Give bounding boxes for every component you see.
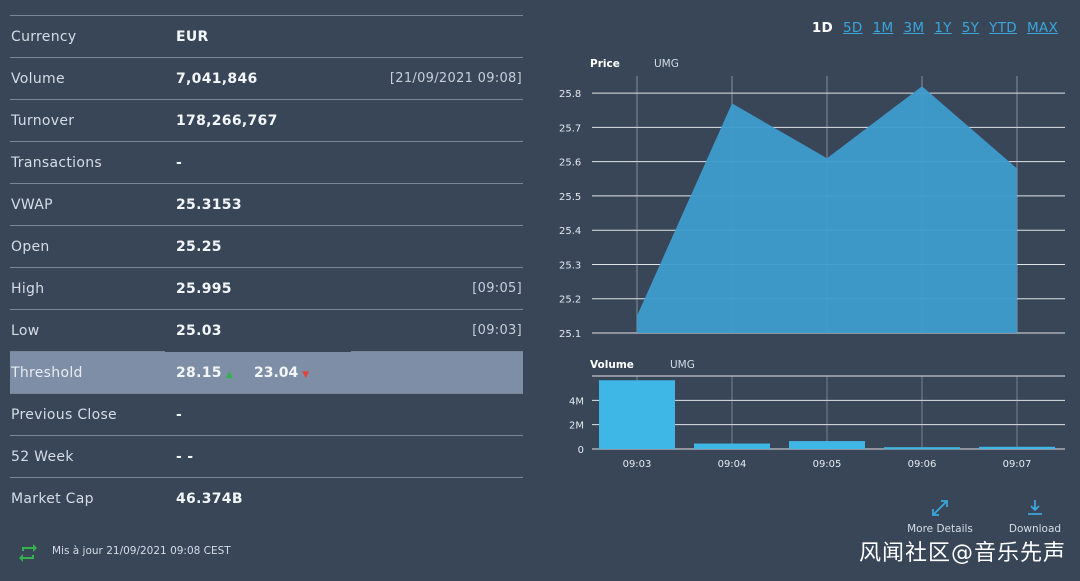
stat-label: Transactions (11, 155, 102, 171)
row-previous-close: Previous Close - (10, 394, 523, 436)
volume-y-tick: 0 (578, 445, 584, 456)
stat-label: Previous Close (11, 407, 117, 423)
stat-label: 52 Week (11, 449, 74, 465)
volume-x-tick: 09:07 (1003, 459, 1032, 470)
stat-value: 25.995 (176, 281, 232, 297)
download-icon (1028, 500, 1042, 515)
volume-bar (694, 443, 770, 449)
price-chart-title: Price (590, 58, 620, 70)
volume-chart-ticker: UMG (670, 359, 695, 371)
tab-range[interactable]: 1D (811, 20, 834, 36)
stat-timestamp: [09:03] (472, 323, 522, 338)
price-y-tick: 25.4 (559, 226, 581, 237)
stat-label: Low (11, 323, 40, 339)
tab-range[interactable]: 3M (903, 20, 925, 36)
price-y-tick: 25.2 (559, 295, 581, 306)
download-label: Download (1008, 523, 1062, 535)
stat-label: VWAP (11, 197, 53, 213)
tab-range[interactable]: 1M (872, 20, 894, 36)
row-turnover: Turnover 178,266,767 (10, 100, 523, 142)
price-y-axis: 25.8 25.7 25.6 25.5 25.4 25.3 25.2 25.1 (559, 89, 581, 340)
price-y-tick: 25.3 (559, 260, 581, 271)
price-chart-ticker: UMG (654, 58, 679, 70)
row-52-week: 52 Week - - (10, 436, 523, 478)
stat-label: Currency (11, 29, 77, 45)
price-y-tick: 25.5 (559, 192, 581, 203)
volume-bar (789, 441, 865, 449)
volume-x-tick: 09:03 (623, 459, 652, 470)
row-currency: Currency EUR (10, 16, 523, 58)
stat-value: 23.04 (254, 365, 299, 381)
stat-value: 25.25 (176, 239, 222, 255)
tab-range[interactable]: 5Y (961, 20, 980, 36)
stat-value: - (176, 407, 183, 423)
tab-range[interactable]: 1Y (934, 20, 952, 36)
volume-bars (599, 380, 1055, 450)
stat-value: 25.03 (176, 323, 222, 339)
stat-label: High (11, 281, 45, 297)
volume-x-tick: 09:04 (718, 459, 747, 470)
volume-x-tick: 09:06 (908, 459, 937, 470)
refresh-icon[interactable] (18, 543, 38, 563)
stat-label: Threshold (11, 365, 83, 381)
up-arrow-icon: ▲ (225, 370, 234, 380)
tab-range[interactable]: YTD (989, 20, 1017, 36)
volume-bar (599, 380, 675, 449)
volume-y-axis: 4M 2M 0 (569, 396, 584, 456)
stat-value: - (176, 155, 183, 171)
volume-x-axis: 09:03 09:04 09:05 09:06 09:07 (623, 459, 1032, 470)
tab-range[interactable]: MAX (1026, 20, 1058, 36)
row-open: Open 25.25 (10, 226, 523, 268)
volume-chart-title: Volume (590, 359, 634, 371)
down-arrow-icon: ▼ (302, 370, 310, 380)
price-area (637, 86, 1017, 333)
more-details-button[interactable]: More Details (905, 499, 975, 535)
stat-timestamp: [09:05] (472, 281, 522, 296)
row-high: High 25.995 [09:05] (10, 268, 523, 310)
expand-icon (932, 500, 948, 516)
stats-table: Currency EUR Volume 7,041,846 [21/09/202… (10, 15, 523, 520)
row-market-cap: Market Cap 46.374B (10, 478, 523, 520)
row-low: Low 25.03 [09:03] (10, 310, 523, 352)
row-vwap: VWAP 25.3153 (10, 184, 523, 226)
volume-x-tick: 09:05 (813, 459, 842, 470)
stat-label: Volume (11, 71, 65, 87)
download-button[interactable]: Download (1000, 499, 1070, 535)
stat-label: Turnover (11, 113, 75, 129)
more-details-label: More Details (907, 523, 973, 535)
row-threshold[interactable]: Threshold 28.15 ▲ 23.04 ▼ (10, 352, 523, 394)
price-chart[interactable]: Price UMG 25.825.725.625.525.425.325.225… (559, 58, 1065, 340)
row-volume: Volume 7,041,846 [21/09/2021 09:08] (10, 58, 523, 100)
stat-value: 178,266,767 (176, 113, 278, 129)
price-y-tick: 25.8 (559, 89, 581, 100)
stat-value: 28.15 (176, 365, 222, 381)
range-tabs: 1D 5D 1M 3M 1Y 5Y YTD MAX (812, 20, 1058, 36)
price-area-series (636, 86, 1018, 333)
stat-value: - - (176, 449, 194, 465)
stat-value: EUR (176, 29, 209, 45)
volume-bar (884, 447, 960, 450)
stat-value: 46.374B (176, 491, 243, 507)
price-y-tick: 25.7 (559, 123, 581, 134)
stat-value: 7,041,846 (176, 71, 258, 87)
watermark-text: 风闻社区@音乐先声 (858, 541, 1066, 566)
stat-value: 25.3153 (176, 197, 242, 213)
stat-label: Open (11, 239, 50, 255)
threshold-upper: 28.15 ▲ (176, 352, 233, 396)
stat-timestamp: [21/09/2021 09:08] (389, 71, 522, 86)
volume-bar (979, 446, 1055, 449)
price-y-tick: 25.1 (559, 329, 581, 340)
row-transactions: Transactions - (10, 142, 523, 184)
volume-y-tick: 2M (569, 421, 584, 432)
stat-label: Market Cap (11, 491, 94, 507)
threshold-lower: 23.04 ▼ (254, 352, 309, 396)
price-y-tick: 25.6 (559, 158, 581, 169)
volume-y-tick: 4M (569, 396, 584, 407)
last-updated-text: Mis à jour 21/09/2021 09:08 CEST (52, 545, 231, 557)
tab-range[interactable]: 5D (843, 20, 863, 36)
